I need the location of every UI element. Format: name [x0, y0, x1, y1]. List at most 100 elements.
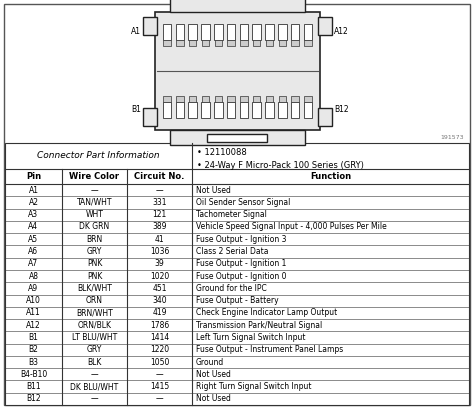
Text: A8: A8: [28, 272, 38, 281]
Bar: [215, 40, 222, 46]
Bar: [291, 24, 300, 40]
Text: B1: B1: [28, 333, 38, 342]
Text: 41: 41: [155, 235, 164, 244]
Bar: [292, 40, 299, 46]
Bar: [201, 102, 210, 118]
Bar: [291, 102, 300, 118]
Text: Fuse Output - Instrument Panel Lamps: Fuse Output - Instrument Panel Lamps: [196, 345, 343, 354]
Text: 1786: 1786: [150, 321, 169, 330]
Text: B3: B3: [28, 357, 38, 366]
Bar: [202, 40, 209, 46]
Text: Not Used: Not Used: [196, 186, 231, 195]
Text: B11: B11: [26, 382, 41, 391]
Bar: [214, 102, 222, 118]
Text: Fuse Output - Ignition 0: Fuse Output - Ignition 0: [196, 272, 286, 281]
Text: 1050: 1050: [150, 357, 169, 366]
Text: —: —: [91, 394, 98, 403]
Text: A12: A12: [26, 321, 41, 330]
Text: Connector Part Information: Connector Part Information: [37, 151, 160, 160]
Text: A1: A1: [131, 27, 141, 36]
Bar: [228, 40, 235, 46]
Bar: [163, 24, 171, 40]
Bar: [175, 102, 184, 118]
Bar: [265, 24, 274, 40]
Bar: [143, 108, 157, 126]
Text: Circuit No.: Circuit No.: [134, 172, 185, 181]
Bar: [253, 102, 261, 118]
Text: 419: 419: [152, 308, 167, 317]
Text: GRY: GRY: [87, 345, 102, 354]
Bar: [253, 24, 261, 40]
Text: Check Engine Indicator Lamp Output: Check Engine Indicator Lamp Output: [196, 308, 337, 317]
Text: A6: A6: [28, 247, 38, 256]
Text: A12: A12: [334, 27, 349, 36]
Bar: [155, 12, 320, 130]
Text: WHT: WHT: [86, 210, 103, 219]
Text: —: —: [155, 370, 164, 379]
Text: BRN/WHT: BRN/WHT: [76, 308, 113, 317]
Text: Oil Sender Sensor Signal: Oil Sender Sensor Signal: [196, 198, 291, 207]
Text: ORN/BLK: ORN/BLK: [78, 321, 111, 330]
Text: A2: A2: [28, 198, 38, 207]
Bar: [318, 108, 332, 126]
Bar: [279, 40, 286, 46]
Text: Function: Function: [310, 172, 351, 181]
Text: Vehicle Speed Signal Input - 4,000 Pulses Per Mile: Vehicle Speed Signal Input - 4,000 Pulse…: [196, 222, 387, 231]
Bar: [163, 96, 171, 102]
Text: BLK/WHT: BLK/WHT: [77, 284, 112, 293]
Text: Right Turn Signal Switch Input: Right Turn Signal Switch Input: [196, 382, 311, 391]
Bar: [304, 24, 312, 40]
Bar: [318, 17, 332, 35]
Bar: [240, 102, 248, 118]
Text: —: —: [91, 370, 98, 379]
Bar: [163, 40, 171, 46]
Text: A1: A1: [28, 186, 38, 195]
Bar: [170, 0, 305, 12]
Text: BLK: BLK: [87, 357, 102, 366]
Text: B4-B10: B4-B10: [20, 370, 47, 379]
Text: A7: A7: [28, 259, 38, 268]
Bar: [227, 102, 235, 118]
Bar: [170, 130, 305, 145]
Text: Transmission Park/Neutral Signal: Transmission Park/Neutral Signal: [196, 321, 322, 330]
Bar: [253, 96, 260, 102]
Text: —: —: [155, 394, 164, 403]
Text: Fuse Output - Battery: Fuse Output - Battery: [196, 296, 279, 305]
Text: LT BLU/WHT: LT BLU/WHT: [72, 333, 117, 342]
Bar: [240, 96, 247, 102]
Text: 1414: 1414: [150, 333, 169, 342]
Text: A11: A11: [26, 308, 41, 317]
Text: Ground: Ground: [196, 357, 224, 366]
Bar: [240, 40, 247, 46]
Text: 121: 121: [152, 210, 167, 219]
Bar: [143, 17, 157, 35]
Text: B12: B12: [26, 394, 41, 403]
Bar: [188, 102, 197, 118]
Text: PNK: PNK: [87, 272, 102, 281]
Bar: [304, 102, 312, 118]
Text: Left Turn Signal Switch Input: Left Turn Signal Switch Input: [196, 333, 306, 342]
Text: DK BLU/WHT: DK BLU/WHT: [70, 382, 118, 391]
Bar: [202, 96, 209, 102]
Text: A5: A5: [28, 235, 38, 244]
Bar: [176, 40, 183, 46]
Text: B2: B2: [28, 345, 38, 354]
Text: ORN: ORN: [86, 296, 103, 305]
Bar: [214, 24, 222, 40]
Bar: [215, 96, 222, 102]
Bar: [163, 102, 171, 118]
Text: 1220: 1220: [150, 345, 169, 354]
Text: Not Used: Not Used: [196, 370, 231, 379]
Text: Tachometer Signal: Tachometer Signal: [196, 210, 267, 219]
Bar: [189, 40, 196, 46]
Text: 1036: 1036: [150, 247, 169, 256]
Bar: [278, 24, 287, 40]
Bar: [266, 40, 273, 46]
Bar: [227, 24, 235, 40]
Text: B1: B1: [131, 106, 141, 115]
Text: 389: 389: [152, 222, 167, 231]
Bar: [188, 24, 197, 40]
Text: • 24-Way F Micro-Pack 100 Series (GRY): • 24-Way F Micro-Pack 100 Series (GRY): [197, 161, 364, 170]
Text: Pin: Pin: [26, 172, 41, 181]
Text: PNK: PNK: [87, 259, 102, 268]
